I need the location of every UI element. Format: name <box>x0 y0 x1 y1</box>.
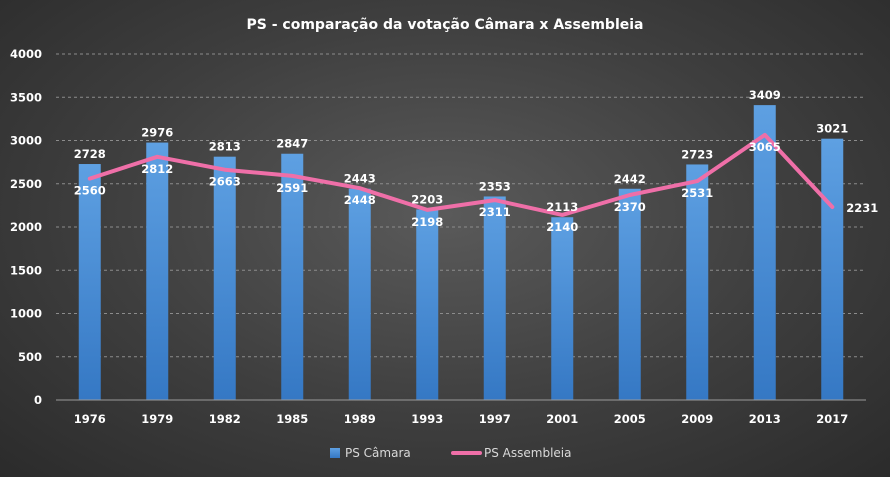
bar-series <box>78 105 844 401</box>
legend-label-ps-assembleia: PS Assembleia <box>484 446 571 460</box>
x-tick-label: 1993 <box>411 412 443 426</box>
data-label-assembleia-1997: 2311 <box>479 205 511 219</box>
x-tick-label: 2013 <box>749 412 781 426</box>
chart-title: PS - comparação da votação Câmara x Asse… <box>247 17 644 33</box>
data-label-assembleia-2001: 2140 <box>546 220 578 234</box>
y-tick-label: 1500 <box>10 263 42 277</box>
y-tick-label: 500 <box>18 350 42 364</box>
y-tick-label: 2500 <box>10 177 42 191</box>
x-tick-label: 1985 <box>276 412 308 426</box>
data-label-camara-1993: 2203 <box>411 192 443 206</box>
data-label-camara-1997: 2353 <box>479 179 511 193</box>
y-tick-label: 1000 <box>10 307 42 321</box>
bar-1989 <box>348 188 371 400</box>
x-tick-label: 1982 <box>209 412 241 426</box>
x-tick-label: 2009 <box>681 412 713 426</box>
data-label-camara-1985: 2847 <box>276 137 308 151</box>
data-label-camara-1979: 2976 <box>141 126 173 140</box>
data-label-camara-2009: 2723 <box>681 147 713 161</box>
bar-1985 <box>281 153 304 400</box>
y-tick-label: 3500 <box>10 90 42 104</box>
data-labels: 2728 2976 2813 2847 2443 2203 2353 2113 2442 2723… <box>74 88 879 234</box>
y-axis: 0 500 1000 1500 2000 2500 3000 3500 4000 <box>10 47 42 407</box>
x-tick-label: 2017 <box>816 412 848 426</box>
legend-swatch-ps-camara <box>330 448 340 458</box>
bar-2009 <box>686 164 709 400</box>
x-tick-label: 1979 <box>141 412 173 426</box>
bar-2005 <box>618 188 641 400</box>
legend-label-ps-camara: PS Câmara <box>345 446 411 460</box>
data-label-assembleia-1989: 2448 <box>344 193 376 207</box>
data-label-assembleia-1985: 2591 <box>276 181 308 195</box>
line-ps-assembleia <box>87 132 835 217</box>
x-tick-label: 1997 <box>479 412 511 426</box>
data-label-assembleia-1976: 2560 <box>74 184 106 198</box>
y-tick-label: 0 <box>34 393 42 407</box>
bar-2013 <box>753 105 776 401</box>
y-tick-label: 3000 <box>10 134 42 148</box>
x-tick-label: 1989 <box>344 412 376 426</box>
data-label-camara-1982: 2813 <box>209 140 241 154</box>
data-label-camara-2013: 3409 <box>749 88 781 102</box>
legend[interactable]: PS Câmara PS Assembleia <box>330 446 571 460</box>
y-tick-label: 2000 <box>10 220 42 234</box>
bar-2001 <box>551 217 574 400</box>
data-label-camara-1976: 2728 <box>74 147 106 161</box>
bar-1979 <box>146 142 169 401</box>
bar-2017 <box>821 138 844 400</box>
x-tick-label: 2005 <box>614 412 646 426</box>
y-tick-label: 4000 <box>10 47 42 61</box>
data-label-assembleia-2009: 2531 <box>681 186 713 200</box>
data-label-camara-1989: 2443 <box>344 172 376 186</box>
data-label-assembleia-2017: 2231 <box>846 201 878 215</box>
bar-1976 <box>78 164 101 400</box>
gridlines <box>56 53 866 358</box>
data-label-camara-2005: 2442 <box>614 172 646 186</box>
data-label-assembleia-2005: 2370 <box>614 200 646 214</box>
data-label-camara-2017: 3021 <box>816 122 848 136</box>
data-label-assembleia-1993: 2198 <box>411 215 443 229</box>
bar-1982 <box>213 156 236 400</box>
data-label-assembleia-2013: 3065 <box>749 140 781 154</box>
x-tick-label: 2001 <box>546 412 578 426</box>
data-label-camara-2001: 2113 <box>546 200 578 214</box>
line-series <box>87 132 835 217</box>
bar-1993 <box>416 209 439 400</box>
x-axis: 1976 1979 1982 1985 1989 1993 1997 2001 2005 2009… <box>56 399 866 426</box>
bar-1997 <box>483 196 506 400</box>
x-tick-label: 1976 <box>74 412 106 426</box>
data-label-assembleia-1979: 2812 <box>141 162 173 176</box>
data-label-assembleia-1982: 2663 <box>209 175 241 189</box>
